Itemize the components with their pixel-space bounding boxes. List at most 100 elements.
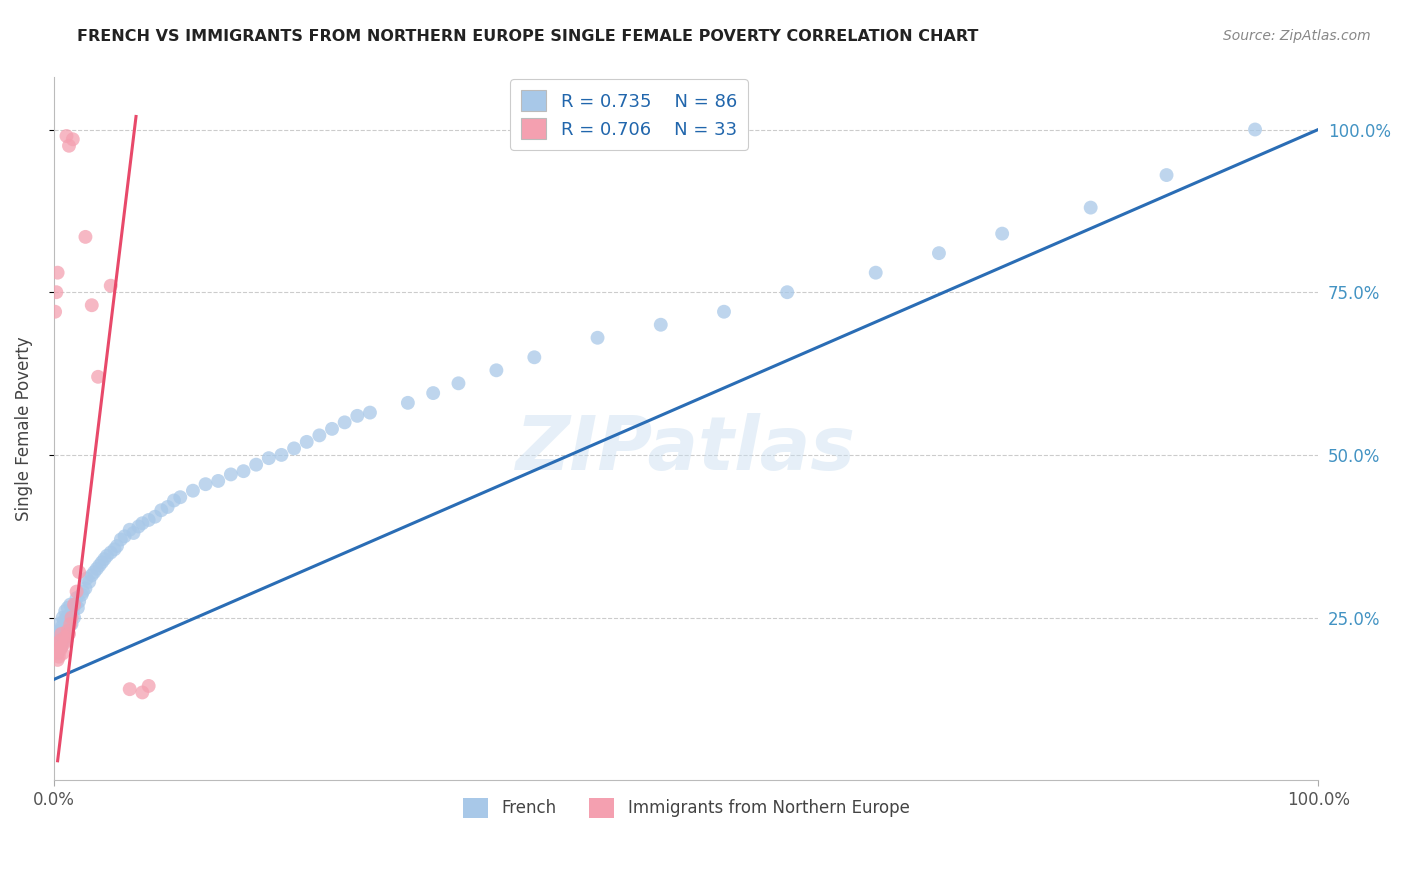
Point [219,467,242,482]
Point [156,500,179,514]
Point [80,568,103,582]
Point [53,624,76,638]
Point [56,620,79,634]
Point [163,493,186,508]
Point [72,584,94,599]
Point [114,529,136,543]
Point [232,464,254,478]
Point [45,633,67,648]
Point [63,598,86,612]
Point [55,630,77,644]
Point [56,624,79,638]
Point [65,584,87,599]
Point [51,627,73,641]
Text: Source: ZipAtlas.com: Source: ZipAtlas.com [1223,29,1371,43]
Point [44,304,66,318]
Point [110,533,132,547]
Point [52,614,75,628]
Point [118,682,141,697]
Point [48,627,70,641]
Point [103,542,125,557]
Point [422,386,444,401]
Point [58,614,80,628]
Point [100,545,122,559]
Point [181,483,204,498]
Point [65,598,87,612]
Point [128,519,150,533]
Point [207,474,229,488]
Point [308,428,330,442]
Point [138,679,160,693]
Point [52,633,75,648]
Point [93,552,115,566]
Point [52,647,75,661]
Point [75,582,97,596]
Point [53,630,76,644]
Point [48,649,70,664]
Point [485,363,508,377]
Point [928,246,950,260]
Point [1244,122,1267,136]
Point [49,637,72,651]
Point [59,607,82,622]
Point [62,132,84,146]
Point [62,604,84,618]
Point [58,627,80,641]
Point [713,304,735,318]
Point [105,539,128,553]
Point [45,285,67,300]
Point [89,558,111,573]
Point [865,266,887,280]
Point [447,376,470,391]
Point [55,128,77,143]
Point [586,331,609,345]
Point [65,591,87,605]
Point [44,637,66,651]
Point [650,318,672,332]
Point [77,574,100,589]
Point [49,633,72,648]
Point [49,643,72,657]
Point [776,285,799,300]
Point [60,617,83,632]
Point [51,640,73,654]
Point [42,647,65,661]
Point [70,588,93,602]
Point [283,442,305,456]
Point [150,503,173,517]
Point [67,594,90,608]
Point [194,477,217,491]
Point [76,572,98,586]
Point [122,526,145,541]
Point [52,637,75,651]
Point [66,600,89,615]
Point [100,278,122,293]
Text: FRENCH VS IMMIGRANTS FROM NORTHERN EUROPE SINGLE FEMALE POVERTY CORRELATION CHAR: FRENCH VS IMMIGRANTS FROM NORTHERN EUROP… [77,29,979,44]
Point [321,422,343,436]
Point [46,266,69,280]
Point [58,138,80,153]
Point [80,298,103,312]
Point [131,516,153,531]
Point [270,448,292,462]
Point [45,643,67,657]
Point [52,610,75,624]
Point [52,630,75,644]
Point [346,409,368,423]
Point [991,227,1014,241]
Point [1080,201,1102,215]
Point [46,653,69,667]
Point [396,396,419,410]
Point [131,685,153,699]
Point [51,640,73,654]
Point [1156,168,1178,182]
Legend: French, Immigrants from Northern Europe: French, Immigrants from Northern Europe [456,791,917,825]
Point [63,610,86,624]
Point [523,351,546,365]
Point [169,490,191,504]
Point [42,643,65,657]
Point [75,230,97,244]
Point [46,647,69,661]
Point [60,610,83,624]
Point [55,610,77,624]
